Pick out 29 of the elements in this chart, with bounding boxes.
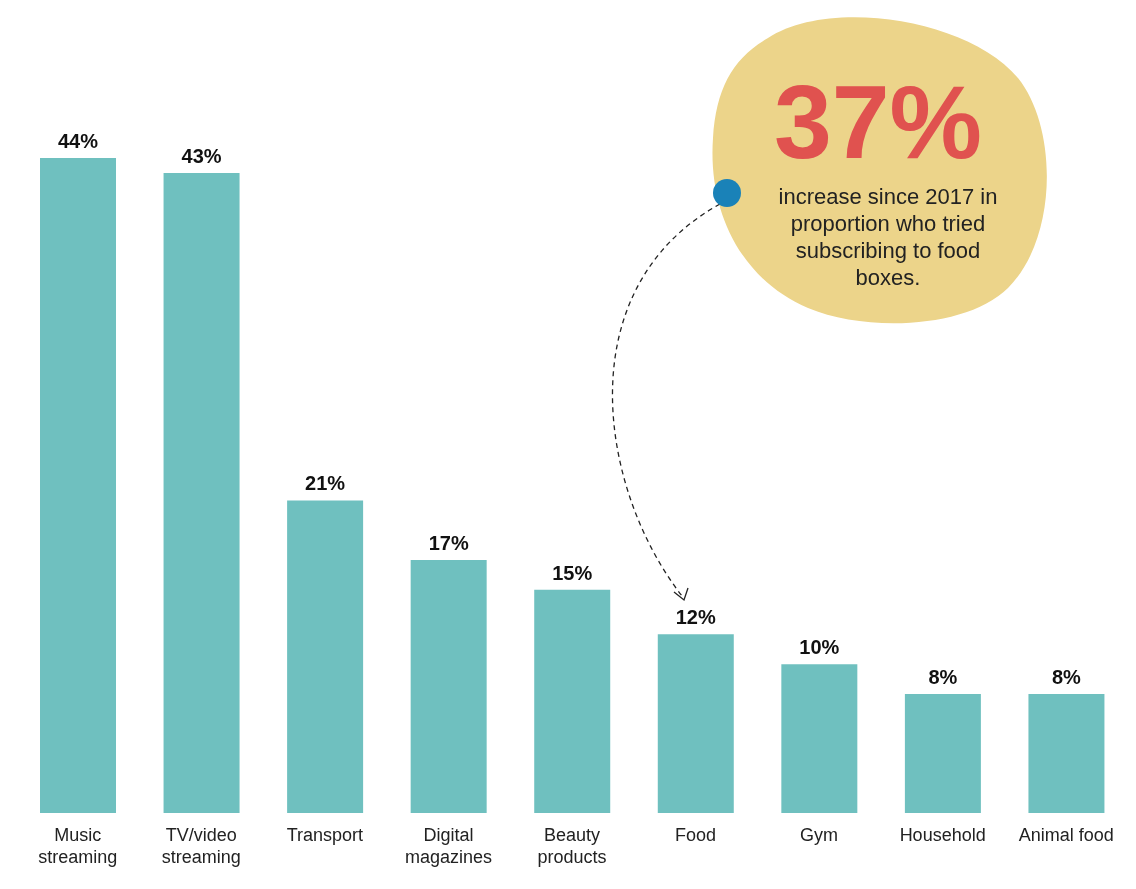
x-tick-label: Transport (286, 825, 364, 845)
x-tick-label: Food (675, 825, 717, 845)
data-label: 43% (181, 144, 222, 167)
x-tick-label: Beauty products (537, 825, 607, 867)
data-label: 44% (57, 130, 99, 152)
bar (1028, 693, 1105, 813)
data-label: 8% (928, 665, 958, 688)
data-label: 12% (675, 606, 717, 629)
bar (657, 634, 734, 813)
bar (163, 172, 240, 813)
x-tick-label: Digital magazines (404, 825, 492, 867)
data-label: 21% (305, 472, 346, 495)
bar (534, 589, 611, 813)
annotation: 37% (772, 64, 984, 180)
x-tick-label: Household (899, 825, 986, 845)
data-label: 8% (1051, 665, 1082, 688)
x-tick-label: Animal food (1018, 825, 1114, 845)
bar (287, 500, 364, 813)
x-tick-label: Music streaming (38, 825, 118, 867)
data-label: 15% (552, 561, 593, 584)
bar (40, 158, 116, 813)
data-label: 10% (799, 636, 840, 659)
x-tick-label: Gym (800, 825, 839, 845)
bar (904, 693, 981, 813)
data-label: 17% (428, 531, 469, 554)
bar (410, 559, 487, 813)
x-tick-label: TV/video streaming (161, 825, 241, 867)
bar (781, 664, 858, 813)
annotation: increase since 2017 in proportion who tried subscribing to food boxes. (777, 183, 999, 291)
